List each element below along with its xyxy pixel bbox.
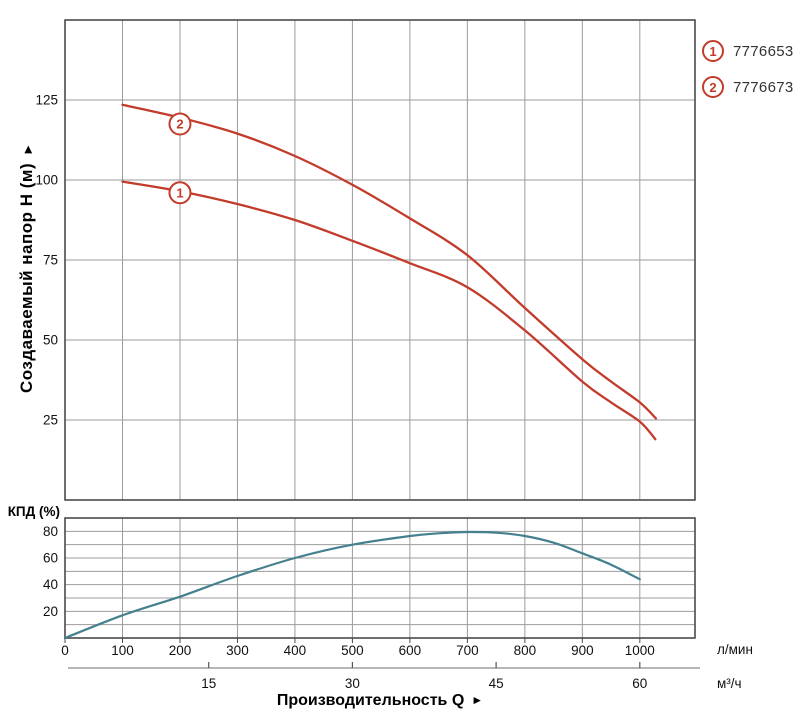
x-axis-unit-lmin: л/мин	[717, 642, 753, 657]
head-curve-2	[121, 103, 658, 420]
legend: 1 7776653 2 7776673	[702, 40, 794, 98]
eff-y-tick-label: 20	[43, 604, 58, 619]
secondary-x-axis-tick-label: 45	[489, 676, 504, 691]
main-y-tick-label: 125	[35, 93, 58, 108]
eff-chart-frame	[64, 517, 696, 639]
eff-y-tick-label: 40	[43, 577, 58, 592]
up-arrow-icon: ►	[20, 142, 35, 156]
x-axis-tick-label: 700	[456, 643, 479, 658]
x-axis-tick-label: 1000	[625, 643, 655, 658]
legend-item-2-label: 7776673	[733, 78, 794, 96]
right-arrow-icon: ►	[471, 693, 484, 707]
x-axis-unit-m3h: м³/ч	[717, 676, 742, 691]
x-axis-title-text: Производительность Q	[276, 692, 465, 709]
secondary-x-axis-tick-label: 30	[345, 676, 360, 691]
x-axis-tick-label: 400	[284, 643, 307, 658]
x-axis-tick-label: 900	[571, 643, 594, 658]
legend-item-1: 1 7776653	[702, 40, 794, 62]
x-axis-title: Производительность Q ►	[65, 692, 695, 710]
head-curve-1	[121, 180, 657, 441]
efficiency-axis-title: КПД (%)	[7, 504, 60, 519]
main-chart-frame	[64, 19, 696, 501]
legend-item-1-label: 7776653	[733, 42, 794, 60]
legend-item-2: 2 7776673	[702, 76, 794, 98]
secondary-x-axis-tick-label: 15	[201, 676, 216, 691]
curve-2-badge-icon	[168, 112, 192, 136]
main-y-axis-title: Создаваемый напор H (м) ►	[17, 90, 39, 446]
x-axis-tick-label: 800	[514, 643, 537, 658]
curve-1-badge-icon	[168, 181, 192, 205]
x-axis-tick-label: 300	[226, 643, 249, 658]
x-axis-tick-label: 200	[169, 643, 192, 658]
eff-y-tick-label: 60	[43, 551, 58, 566]
secondary-x-axis-tick-label: 60	[632, 676, 647, 691]
x-axis-tick-label: 100	[111, 643, 134, 658]
main-y-axis-title-text: Создаваемый напор H (м)	[17, 162, 36, 394]
eff-y-tick-label: 80	[43, 524, 58, 539]
main-y-tick-label: 75	[43, 253, 58, 268]
main-y-tick-label: 100	[35, 173, 58, 188]
main-y-tick-label: 50	[43, 333, 58, 348]
efficiency-curve	[63, 530, 641, 640]
curve-2-badge-number: 2	[176, 117, 183, 132]
x-axis-tick-label: 600	[399, 643, 422, 658]
main-y-tick-label: 25	[43, 413, 58, 428]
curve-2-marker-icon: 2	[702, 76, 724, 98]
x-axis-tick-label: 500	[341, 643, 364, 658]
x-axis-tick-label: 0	[61, 643, 69, 658]
curve-1-badge-number: 1	[176, 185, 183, 200]
curve-1-marker-icon: 1	[702, 40, 724, 62]
